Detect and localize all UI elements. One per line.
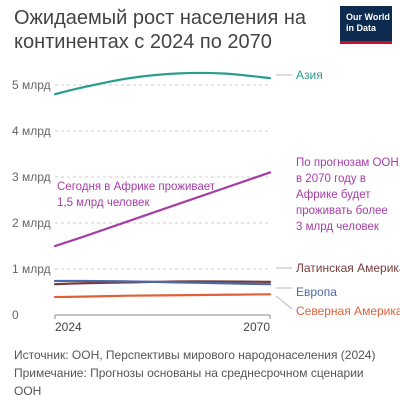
- chart-title: Ожидаемый рост населения на континентах …: [14, 7, 307, 53]
- y-tick-label-4: 4 млрд: [12, 124, 51, 138]
- logo-line1: Our World: [346, 12, 390, 22]
- y-tick-label-3: 3 млрд: [12, 170, 51, 184]
- method-note: Примечание: Прогнозы основаны на среднес…: [14, 366, 364, 398]
- line-chart: 0 1 млрд 2 млрд 3 млрд 4 млрд 5 млрд 2024 2070 А…: [12, 68, 400, 334]
- annotation-africa-2070: По прогнозам ООН, в 2070 году в Африке буд…: [296, 157, 400, 233]
- y-tick-label-0: 0: [12, 308, 19, 322]
- series-label-3: Европа: [296, 285, 337, 299]
- x-tick-label-end: 2070: [243, 320, 270, 334]
- series-label-4: Северная Америка: [296, 304, 400, 318]
- owid-logo[interactable]: Our World in Data: [340, 6, 392, 44]
- series-line-0: [53, 71, 272, 96]
- series-line-4: [53, 293, 272, 299]
- series-label-0: Азия: [296, 68, 323, 82]
- y-tick-label-5: 5 млрд: [12, 78, 51, 92]
- chart-footer: Источник: ООН, Перспективы мирового наро…: [14, 346, 394, 400]
- series-label-2: Латинская Америка: [296, 261, 400, 275]
- logo-line2: in Data: [346, 23, 377, 33]
- x-tick-label-start: 2024: [55, 320, 82, 334]
- annotation-africa-today: Сегодня в Африке проживает 1,5 млрд челов…: [57, 181, 216, 209]
- series-line-3: [53, 279, 272, 286]
- y-tick-label-2: 2 млрд: [12, 216, 51, 230]
- logo-accent-bar: [340, 41, 392, 44]
- label-leader-namerica: [275, 295, 293, 310]
- y-tick-label-1: 1 млрд: [12, 262, 51, 276]
- source-note: Источник: ООН, Перспективы мирового наро…: [14, 348, 376, 362]
- series-line-1: [53, 171, 272, 248]
